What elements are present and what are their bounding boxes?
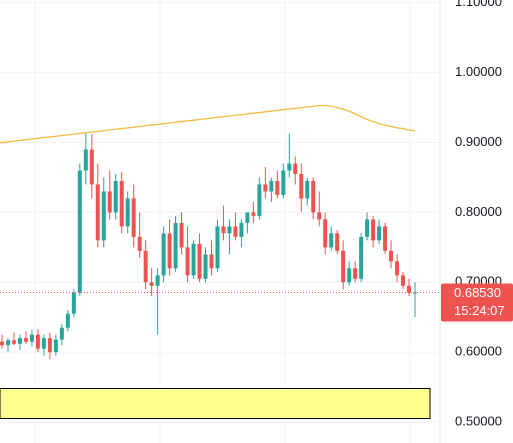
candle-body [101,191,106,241]
candle-body [341,250,346,283]
candle-body [371,219,376,241]
candle-body [161,233,166,276]
candle-body [293,163,298,174]
candle-body [413,292,417,294]
candle-body [155,275,160,286]
candle-body [383,226,388,251]
candle-body [131,198,136,237]
candle-body [407,285,412,293]
candle-body [245,212,250,223]
candle-body [347,268,352,283]
candle-body [47,338,52,353]
candle-body [11,340,16,344]
candle-body [275,180,280,195]
candle-body [125,198,130,227]
candle-body [173,222,178,269]
candle-body [95,184,100,241]
candle-body [149,282,154,286]
y-tick-label: 1.10000 [455,0,502,9]
candle-body [221,226,226,234]
candle-body [299,173,304,199]
candle-body [365,219,370,237]
candle-body [53,339,58,353]
candle-body [113,180,118,213]
candle-body [59,327,64,340]
candle-body [89,149,94,185]
candle-body [179,222,184,248]
candle-body [227,226,232,234]
candle-body [269,180,274,192]
candle-body [185,247,190,276]
candle-body [107,191,112,213]
candle-body [263,184,268,192]
candle-body [323,219,328,248]
candle-body [353,268,358,279]
candle-body [389,250,394,262]
zone [0,387,431,420]
candle-body [71,292,76,314]
candle-body [197,243,202,279]
candle-body [311,180,316,213]
candle-body [143,250,148,283]
y-tick-label: 0.80000 [455,204,502,219]
candle-body [209,254,214,269]
price-label-box [441,283,513,322]
y-tick-label: 0.60000 [455,344,502,359]
candle-body [77,170,82,293]
candle-body [137,236,142,251]
candle-body [317,212,322,220]
candle-body [251,212,256,216]
candle-body [119,180,124,227]
candle-body [29,334,34,342]
candle-body [83,149,88,171]
candle-body [23,338,28,342]
candle-body [359,236,364,279]
candle-body [257,184,262,216]
candle-body [191,243,196,276]
candle-body [215,226,220,269]
candle-body [281,170,286,195]
candle-body [167,233,172,269]
candle-body [305,180,310,199]
countdown: 15:24:07 [454,303,505,318]
candle-body [65,313,70,328]
candle-body [203,254,208,279]
candle-body [287,163,292,171]
candle-body [17,338,22,344]
candle-body [377,226,382,241]
candle-body [41,338,46,349]
y-tick-label: 0.50000 [455,413,502,428]
y-tick-label: 1.00000 [455,64,502,79]
moving-average [0,104,416,144]
candle-body [401,275,406,286]
candle-body [233,226,238,237]
candle-body [329,233,334,248]
candle-body [0,341,4,346]
candle-body [395,261,400,276]
candle-body [35,334,40,349]
candle-body [5,340,10,346]
candle-body [239,222,244,237]
candle-body [335,233,340,251]
y-tick-label: 0.90000 [455,134,502,149]
price-label: 0.68530 [454,285,501,300]
